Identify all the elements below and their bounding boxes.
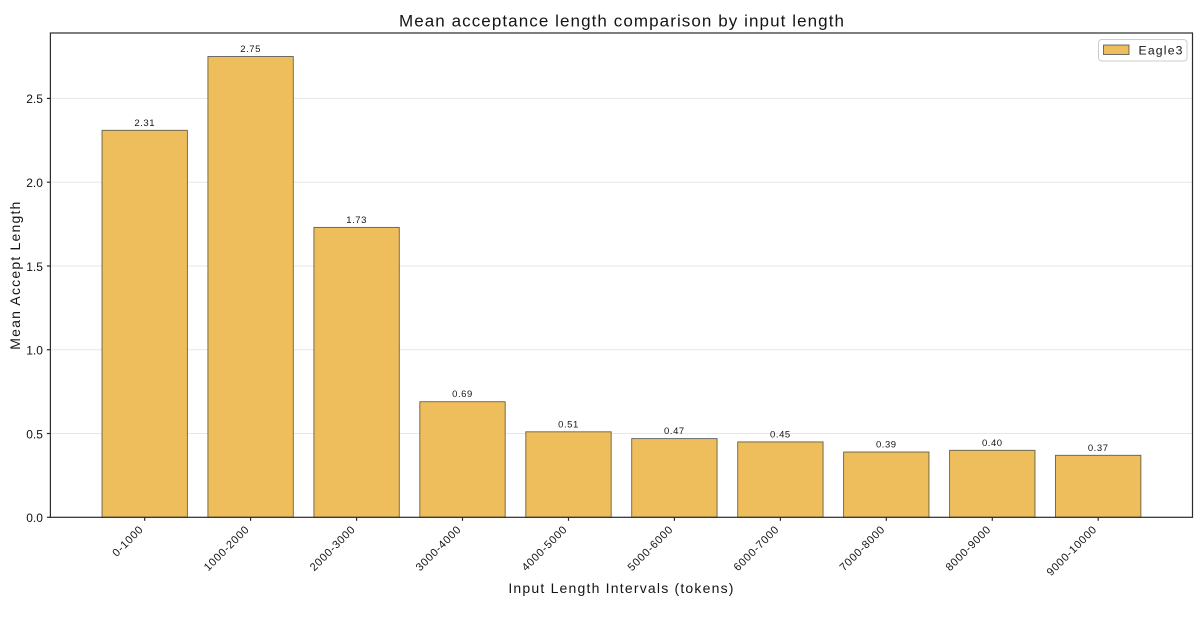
svg-text:1.5: 1.5 [26, 260, 43, 274]
svg-text:0.45: 0.45 [770, 429, 791, 440]
svg-text:2.31: 2.31 [134, 118, 155, 129]
svg-text:0.69: 0.69 [452, 389, 473, 400]
svg-text:2.75: 2.75 [240, 44, 261, 55]
svg-text:2.5: 2.5 [26, 92, 43, 106]
svg-text:Input Length Intervals (tokens: Input Length Intervals (tokens) [508, 580, 734, 596]
svg-text:0.51: 0.51 [558, 419, 579, 430]
svg-text:0.37: 0.37 [1088, 443, 1109, 454]
svg-text:0.40: 0.40 [982, 438, 1003, 449]
svg-text:Mean acceptance length compari: Mean acceptance length comparison by inp… [399, 11, 845, 30]
svg-text:Mean Accept Length: Mean Accept Length [7, 200, 23, 349]
svg-text:0.0: 0.0 [26, 511, 43, 525]
svg-text:1.73: 1.73 [346, 215, 367, 226]
svg-text:0.39: 0.39 [876, 440, 897, 451]
svg-text:2.0: 2.0 [26, 176, 43, 190]
svg-text:0.47: 0.47 [664, 426, 685, 437]
svg-text:Eagle3: Eagle3 [1139, 44, 1184, 58]
svg-text:1.0: 1.0 [26, 344, 43, 358]
svg-text:0.5: 0.5 [26, 427, 43, 441]
